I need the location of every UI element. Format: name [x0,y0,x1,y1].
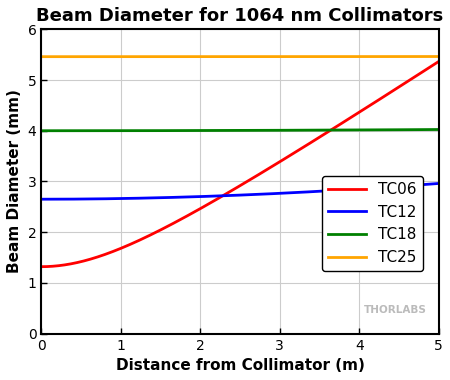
TC06 [424,66,430,71]
TC18 [351,128,357,132]
Line: TC18: TC18 [41,130,439,131]
TC06 [59,263,64,268]
TC18 [221,128,227,133]
TC06 [221,193,227,197]
TC06 [232,187,237,191]
TC25 [351,54,357,59]
TC25 [424,54,430,59]
TC06 [424,67,430,71]
TC12 [39,197,44,201]
Title: Beam Diameter for 1064 nm Collimators: Beam Diameter for 1064 nm Collimators [36,7,444,25]
TC25 [424,54,430,59]
TC12 [424,182,430,187]
TC18 [424,127,430,132]
Text: THORLABS: THORLABS [364,306,427,315]
TC12 [232,193,237,198]
Legend: TC06, TC12, TC18, TC25: TC06, TC12, TC18, TC25 [322,176,423,271]
TC12 [351,187,357,192]
TC06 [39,264,44,269]
TC12 [59,197,64,201]
TC25 [221,54,227,59]
TC12 [424,182,430,187]
X-axis label: Distance from Collimator (m): Distance from Collimator (m) [116,358,364,373]
TC25 [436,54,441,59]
Line: TC12: TC12 [41,184,439,199]
TC25 [39,54,44,59]
Y-axis label: Beam Diameter (mm): Beam Diameter (mm) [7,90,22,273]
TC18 [232,128,237,133]
TC18 [424,127,430,132]
TC06 [436,59,441,64]
TC06 [351,113,357,118]
TC12 [436,181,441,186]
TC18 [39,128,44,133]
TC25 [59,54,64,59]
Line: TC06: TC06 [41,62,439,267]
TC25 [232,54,237,59]
TC18 [436,127,441,132]
TC12 [221,193,227,198]
TC18 [59,128,64,133]
